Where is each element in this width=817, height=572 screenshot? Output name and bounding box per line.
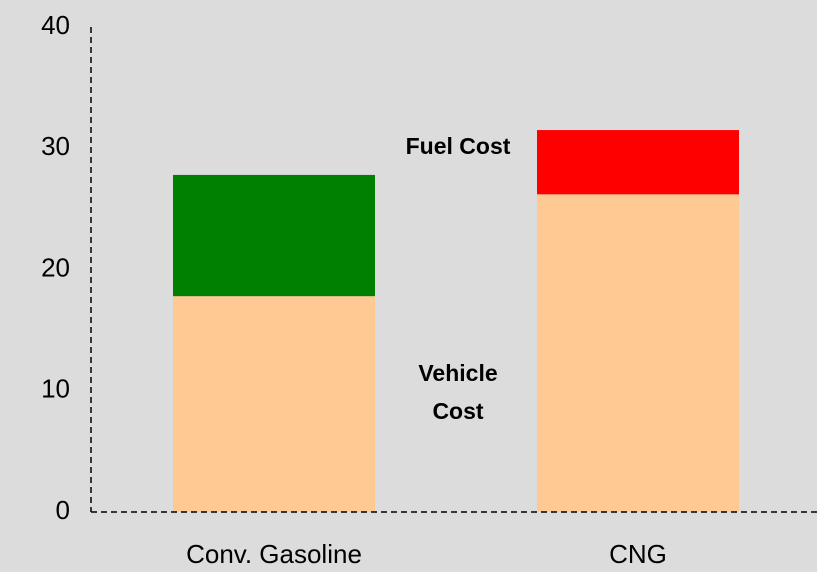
y-tick-label: 40 xyxy=(41,10,70,40)
x-tick-label: Conv. Gasoline xyxy=(186,539,362,569)
bar-segment xyxy=(173,174,375,297)
bar-segment xyxy=(537,130,739,195)
y-tick-label: 0 xyxy=(56,495,70,525)
bar-segment xyxy=(173,296,375,512)
y-tick-label: 30 xyxy=(41,131,70,161)
series-label: Fuel Cost xyxy=(405,133,511,159)
x-tick-label: CNG xyxy=(609,539,667,569)
bar-segment xyxy=(537,194,739,512)
series-label: Vehicle Cost xyxy=(418,360,498,424)
y-tick-label: 10 xyxy=(41,374,70,404)
y-tick-label: 20 xyxy=(41,252,70,282)
